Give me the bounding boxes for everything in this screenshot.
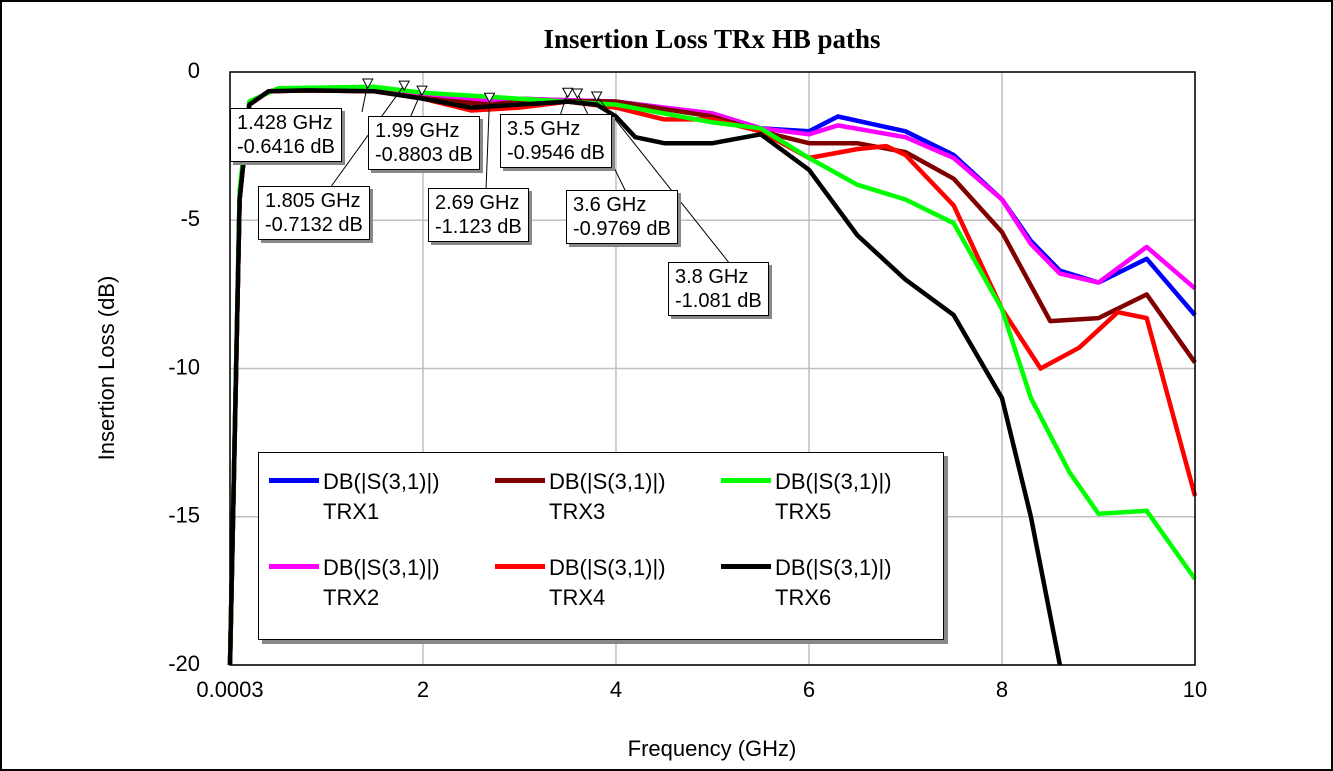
legend-label: DB(|S(3,1)|) TRX3	[549, 469, 666, 524]
legend-item: DB(|S(3,1)|) TRX5	[721, 467, 935, 527]
legend-swatch	[269, 564, 319, 569]
marker-leader	[329, 84, 405, 189]
series-line	[227, 84, 1197, 666]
marker-y-label: -0.7132 dB	[265, 214, 363, 236]
legend-swatch	[721, 564, 771, 569]
legend-item: DB(|S(3,1)|) TRX1	[269, 467, 483, 527]
legend-label: DB(|S(3,1)|) TRX5	[775, 469, 892, 524]
marker-x-label: 2.69 GHz	[435, 192, 520, 214]
marker-leader	[485, 97, 491, 191]
marker-y-label: -0.9769 dB	[573, 218, 671, 240]
marker-x-label: 1.99 GHz	[375, 120, 460, 142]
y-tick-label: 0	[188, 58, 200, 83]
y-tick-label: -20	[168, 651, 200, 676]
legend-swatch	[721, 478, 771, 483]
marker-x-label: 3.5 GHz	[507, 118, 581, 140]
marker-y-label: -0.9546 dB	[507, 142, 605, 164]
legend-swatch	[495, 564, 545, 569]
marker-label: 3.8 GHz -1.081 dB	[668, 262, 769, 316]
marker-leader	[559, 92, 569, 117]
series-line	[227, 88, 1063, 666]
marker-x-label: 3.6 GHz	[573, 194, 647, 216]
y-tick-label: -10	[168, 354, 200, 379]
marker-triangle	[571, 88, 584, 99]
legend-label: DB(|S(3,1)|) TRX6	[775, 555, 892, 610]
marker-leader	[409, 89, 423, 119]
marker-x-label: 3.8 GHz	[675, 266, 749, 288]
marker-triangle	[361, 78, 374, 90]
marker-y-label: -1.123 dB	[435, 216, 522, 238]
marker-triangle	[483, 92, 496, 104]
plot-border	[229, 71, 1196, 666]
marker-label: 2.69 GHz -1.123 dB	[428, 188, 529, 242]
legend-swatch	[269, 478, 319, 483]
legend-item: DB(|S(3,1)|) TRX6	[721, 553, 935, 613]
marker-triangle	[416, 85, 428, 97]
marker-x-label: 1.428 GHz	[237, 112, 333, 134]
marker-triangle	[590, 91, 603, 103]
marker-label: 3.5 GHz -0.9546 dB	[500, 114, 612, 168]
y-tick-label: -15	[168, 503, 200, 528]
marker-label: 3.6 GHz -0.9769 dB	[566, 190, 678, 244]
legend-item: DB(|S(3,1)|) TRX4	[495, 553, 709, 613]
legend-swatch	[495, 478, 545, 483]
x-tick-label: 0.0003	[196, 677, 263, 702]
y-tick-label: -5	[180, 206, 200, 231]
legend-label: DB(|S(3,1)|) TRX4	[549, 555, 666, 610]
legend-label: DB(|S(3,1)|) TRX1	[323, 469, 440, 524]
chart-title: Insertion Loss TRx HB paths	[543, 24, 880, 54]
marker-label: 1.99 GHz -0.8803 dB	[368, 116, 480, 170]
marker-triangle	[561, 87, 574, 99]
marker-leader	[596, 95, 731, 265]
x-tick-label: 4	[610, 677, 622, 702]
marker-label: 1.805 GHz -0.7132 dB	[258, 186, 370, 240]
legend-item: DB(|S(3,1)|) TRX3	[495, 467, 709, 527]
marker-triangle	[398, 80, 411, 92]
marker-x-label: 1.805 GHz	[265, 190, 361, 212]
legend-label: DB(|S(3,1)|) TRX2	[323, 555, 440, 610]
marker-y-label: -0.8803 dB	[375, 144, 473, 166]
x-tick-label: 8	[996, 677, 1008, 702]
x-axis-label: Frequency (GHz)	[628, 736, 797, 761]
marker-leader	[361, 82, 369, 113]
x-tick-label: 6	[803, 677, 815, 702]
legend-item: DB(|S(3,1)|) TRX2	[269, 553, 483, 613]
legend: DB(|S(3,1)|) TRX1 DB(|S(3,1)|) TRX2 DB(|S(…	[258, 452, 944, 640]
y-axis-label: Insertion Loss (dB)	[94, 276, 119, 461]
x-tick-label: 2	[417, 677, 429, 702]
marker-label: 1.428 GHz -0.6416 dB	[230, 108, 342, 162]
marker-y-label: -1.081 dB	[675, 290, 762, 312]
x-tick-label: 10	[1183, 677, 1207, 702]
marker-y-label: -0.6416 dB	[237, 136, 335, 158]
